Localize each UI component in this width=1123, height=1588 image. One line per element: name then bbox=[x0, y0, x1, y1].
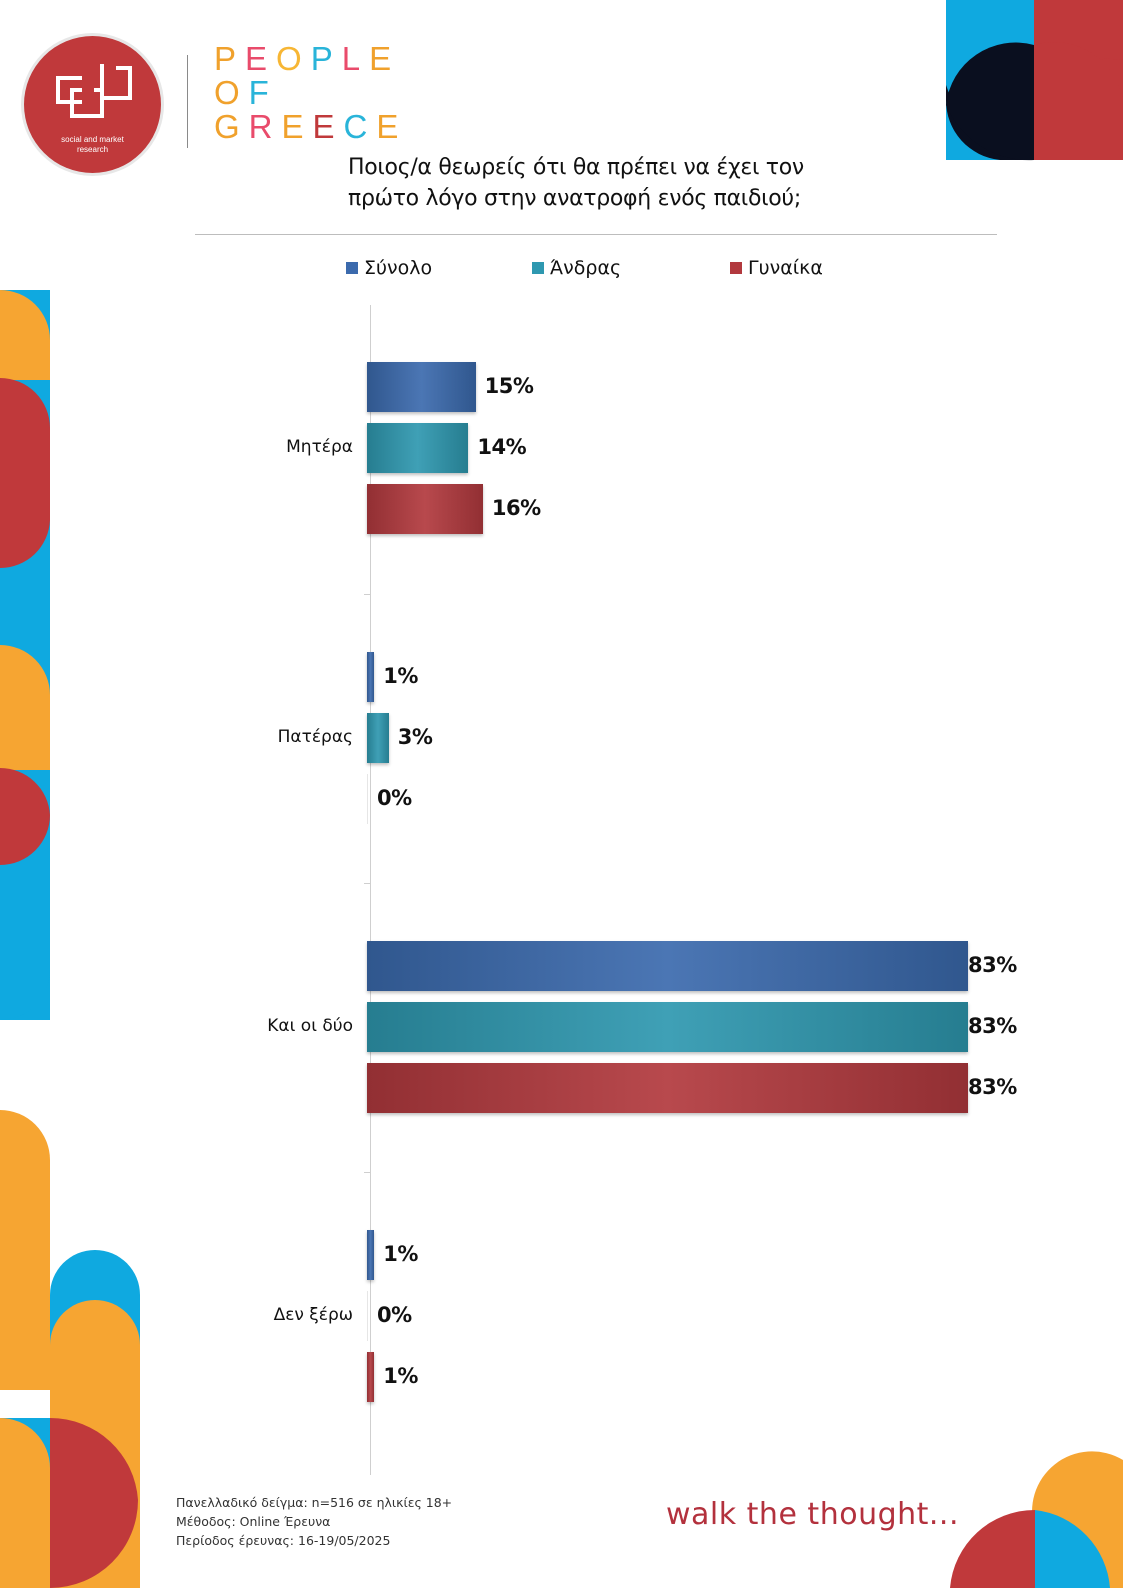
bar-dont-know-total bbox=[367, 1230, 375, 1280]
brand-letter: E bbox=[312, 108, 344, 145]
bar-dont-know-men bbox=[367, 1291, 368, 1341]
footnote-method: Μέθοδος: Online Έρευνα bbox=[176, 1514, 331, 1529]
bar-father-men bbox=[367, 713, 389, 763]
legend-label-men: Άνδρας bbox=[550, 257, 622, 279]
value-label-mother-men: 14% bbox=[477, 435, 527, 459]
value-label-both-men: 83% bbox=[968, 1014, 1017, 1038]
category-axis bbox=[370, 305, 371, 1475]
category-label-dont-know: Δεν ξέρω bbox=[273, 1305, 353, 1325]
brand-letter: G bbox=[214, 108, 249, 145]
brand-line-2: OF bbox=[214, 76, 278, 110]
chart-title-line2: πρώτο λόγο στην ανατροφή ενός παιδιού; bbox=[348, 186, 801, 211]
bar-father-total bbox=[367, 652, 375, 702]
legend-swatch-women bbox=[730, 262, 742, 274]
brand-letter: E bbox=[281, 108, 313, 145]
brand-letter: O bbox=[214, 74, 249, 111]
brand-line-1: PEOPLE bbox=[214, 42, 400, 76]
bar-mother-women bbox=[367, 484, 483, 534]
brand-letter: L bbox=[341, 40, 370, 77]
bar-mother-men bbox=[367, 423, 469, 473]
bar-both-women bbox=[367, 1063, 968, 1113]
brand-letter: E bbox=[369, 40, 401, 77]
brand-letter: P bbox=[214, 40, 246, 77]
axis-tick bbox=[364, 883, 370, 884]
axis-tick bbox=[364, 594, 370, 595]
logo-mark-icon bbox=[56, 64, 132, 118]
brand-letter: R bbox=[248, 108, 282, 145]
company-logo: social and market research bbox=[24, 36, 161, 173]
title-divider bbox=[195, 234, 997, 235]
value-label-both-women: 83% bbox=[968, 1075, 1017, 1099]
value-label-father-total: 1% bbox=[383, 664, 418, 688]
category-label-both: Και οι δύο bbox=[267, 1016, 353, 1036]
value-label-dont-know-men: 0% bbox=[377, 1303, 412, 1327]
footnote-sample: Πανελλαδικό δείγμα: n=516 σε ηλικίες 18+ bbox=[176, 1495, 453, 1510]
brand-letter: F bbox=[248, 74, 278, 111]
bar-both-total bbox=[367, 941, 968, 991]
legend-item-men: Άνδρας bbox=[532, 256, 621, 280]
logo-divider bbox=[187, 55, 188, 148]
chart-title-line1: Ποιος/α θεωρείς ότι θα πρέπει να έχει το… bbox=[348, 155, 804, 180]
bar-dont-know-women bbox=[367, 1352, 375, 1402]
brand-letter: P bbox=[310, 40, 342, 77]
value-label-father-men: 3% bbox=[397, 725, 433, 749]
bar-both-men bbox=[367, 1002, 968, 1052]
brand-letter: E bbox=[376, 108, 408, 145]
legend-item-total: Σύνολο bbox=[346, 256, 432, 280]
value-label-mother-total: 15% bbox=[484, 374, 534, 398]
legend-label-total: Σύνολο bbox=[364, 257, 433, 279]
value-label-dont-know-total: 1% bbox=[383, 1242, 418, 1266]
value-label-father-women: 0% bbox=[377, 786, 412, 810]
legend-label-women: Γυναίκα bbox=[748, 257, 823, 279]
footnote-period: Περίοδος έρευνας: 16-19/05/2025 bbox=[176, 1533, 391, 1548]
category-label-mother: Μητέρα bbox=[286, 437, 353, 457]
legend-swatch-men bbox=[532, 262, 544, 274]
legend-item-women: Γυναίκα bbox=[730, 256, 823, 280]
bar-father-women bbox=[367, 774, 368, 824]
value-label-both-total: 83% bbox=[968, 953, 1017, 977]
chart-title: Ποιος/α θεωρείς ότι θα πρέπει να έχει το… bbox=[348, 152, 908, 214]
brand-letter: C bbox=[343, 108, 377, 145]
value-label-mother-women: 16% bbox=[491, 496, 541, 520]
value-label-dont-know-women: 1% bbox=[383, 1364, 418, 1388]
tagline: walk the thought... bbox=[666, 1497, 960, 1532]
legend-swatch-total bbox=[346, 262, 358, 274]
axis-tick bbox=[364, 1172, 370, 1173]
brand-letter: E bbox=[245, 40, 277, 77]
category-label-father: Πατέρας bbox=[277, 727, 353, 747]
bar-mother-total bbox=[367, 362, 476, 412]
logo-tagline-line1: social and market bbox=[61, 135, 124, 144]
logo-tagline-line2: research bbox=[76, 145, 109, 154]
brand-line-3: GREECE bbox=[214, 110, 407, 144]
brand-letter: O bbox=[276, 40, 311, 77]
